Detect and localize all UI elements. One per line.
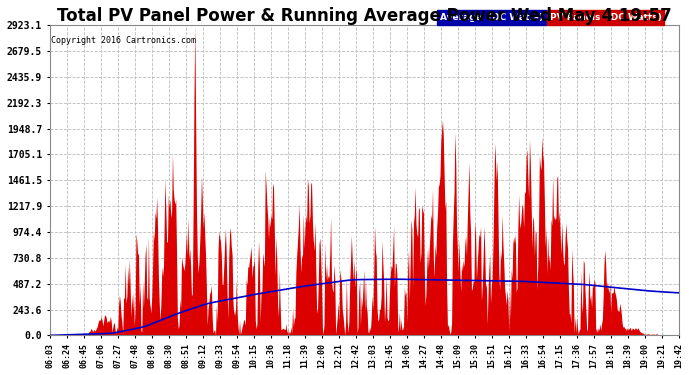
Text: Copyright 2016 Cartronics.com: Copyright 2016 Cartronics.com: [51, 36, 196, 45]
Text: PV Panels  (DC Watts): PV Panels (DC Watts): [550, 13, 662, 22]
Text: Average  (DC Watts): Average (DC Watts): [440, 13, 543, 22]
Title: Total PV Panel Power & Running Average Power Wed May 4 19:57: Total PV Panel Power & Running Average P…: [57, 7, 671, 25]
